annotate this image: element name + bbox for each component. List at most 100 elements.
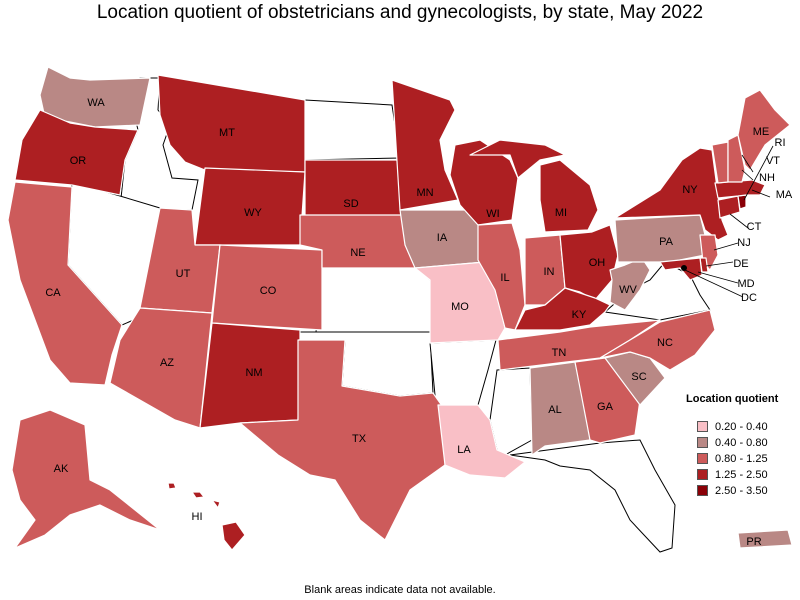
legend-swatch [697, 485, 708, 496]
state-ND[interactable] [304, 99, 401, 161]
legend-label: 2.50 - 3.50 [715, 484, 768, 497]
label-DC: DC [741, 292, 757, 304]
legend: Location quotient 0.20 - 0.40 0.40 - 0.8… [686, 393, 778, 499]
label-HI: HI [192, 511, 203, 523]
callout-line-ri [743, 145, 774, 201]
label-KY: KY [572, 309, 587, 321]
state-AZ[interactable] [109, 307, 213, 429]
legend-label: 0.20 - 0.40 [715, 420, 768, 433]
label-AK: AK [54, 463, 69, 475]
state-MT[interactable] [157, 74, 306, 173]
footnote: Blank areas indicate data not available. [304, 584, 496, 596]
label-MO: MO [451, 301, 469, 313]
dc-marker [681, 265, 687, 271]
label-DE: DE [733, 258, 748, 270]
label-VT: VT [766, 155, 780, 167]
label-OH: OH [589, 257, 606, 269]
label-NM: NM [245, 367, 262, 379]
state-MS[interactable] [489, 367, 533, 456]
label-OR: OR [70, 155, 87, 167]
label-WV: WV [619, 284, 637, 296]
label-TN: TN [552, 347, 567, 359]
label-IN: IN [544, 266, 555, 278]
label-MD: MD [737, 278, 754, 290]
state-TN[interactable] [497, 319, 661, 371]
state-RI[interactable] [737, 194, 747, 210]
legend-label: 0.40 - 0.80 [715, 436, 768, 449]
legend-item: 0.20 - 0.40 [686, 419, 778, 434]
callout-line-dc [684, 269, 744, 298]
legend-item: 1.25 - 2.50 [686, 467, 778, 482]
callout-line-nh [741, 169, 754, 181]
label-RI: RI [775, 137, 786, 149]
callout-line-ct [729, 213, 749, 229]
label-UT: UT [176, 268, 191, 280]
label-NH: NH [759, 172, 775, 184]
label-AZ: AZ [160, 357, 174, 369]
state-WV[interactable] [609, 257, 651, 311]
label-PA: PA [659, 236, 674, 248]
state-CA[interactable] [7, 181, 123, 386]
state-WA[interactable] [39, 66, 151, 128]
legend-title: Location quotient [686, 393, 779, 405]
legend-item: 0.40 - 0.80 [686, 435, 778, 450]
state-LA[interactable] [437, 404, 526, 479]
callout-line-ma [751, 189, 771, 198]
state-HI[interactable] [167, 482, 246, 551]
state-MD[interactable] [659, 257, 703, 281]
label-WA: WA [87, 97, 105, 109]
label-GA: GA [597, 401, 614, 413]
label-MT: MT [219, 127, 235, 139]
label-TX: TX [352, 433, 367, 445]
callout-line-md [697, 271, 739, 284]
state-CT[interactable] [717, 195, 741, 219]
label-MA: MA [776, 189, 793, 201]
state-KY[interactable] [514, 287, 611, 331]
state-MN[interactable] [391, 79, 459, 211]
legend-swatch [697, 453, 708, 464]
state-NH[interactable] [727, 134, 746, 183]
label-ME: ME [753, 126, 770, 138]
label-NE: NE [350, 247, 365, 259]
state-FL[interactable] [509, 439, 676, 553]
legend-item: 2.50 - 3.50 [686, 483, 778, 498]
label-PR: PR [746, 536, 761, 548]
state-TX[interactable] [239, 339, 446, 541]
label-WI: WI [486, 208, 499, 220]
label-LA: LA [457, 444, 471, 456]
label-IL: IL [500, 272, 509, 284]
label-CA: CA [45, 287, 61, 299]
state-KS[interactable] [315, 267, 431, 333]
callout-line-de [705, 261, 734, 267]
label-IA: IA [437, 232, 448, 244]
map-title: Location quotient of obstetricians and g… [96, 2, 704, 23]
legend-label: 1.25 - 2.50 [715, 468, 768, 481]
label-NY: NY [682, 184, 698, 196]
label-WY: WY [244, 207, 262, 219]
state-NC[interactable] [599, 309, 716, 371]
label-NJ: NJ [737, 237, 750, 249]
label-CT: CT [747, 221, 762, 233]
state-MI[interactable] [469, 139, 599, 233]
legend-swatch [697, 421, 708, 432]
state-PR[interactable] [737, 529, 793, 549]
callout-line-nj [713, 242, 739, 251]
legend-item: 0.80 - 1.25 [686, 451, 778, 466]
callout-line-vt [741, 154, 754, 173]
state-ME[interactable] [737, 89, 791, 171]
state-CO[interactable] [211, 244, 323, 331]
label-NC: NC [657, 337, 673, 349]
label-MI: MI [555, 207, 567, 219]
label-AL: AL [548, 404, 561, 416]
label-SD: SD [343, 198, 358, 210]
state-OR[interactable] [14, 109, 139, 196]
label-CO: CO [260, 285, 277, 297]
state-AK[interactable] [11, 409, 161, 549]
legend-swatch [697, 469, 708, 480]
legend-swatch [697, 437, 708, 448]
legend-label: 0.80 - 1.25 [715, 452, 768, 465]
state-AR[interactable] [429, 339, 497, 406]
label-MN: MN [416, 187, 433, 199]
label-SC: SC [631, 371, 646, 383]
